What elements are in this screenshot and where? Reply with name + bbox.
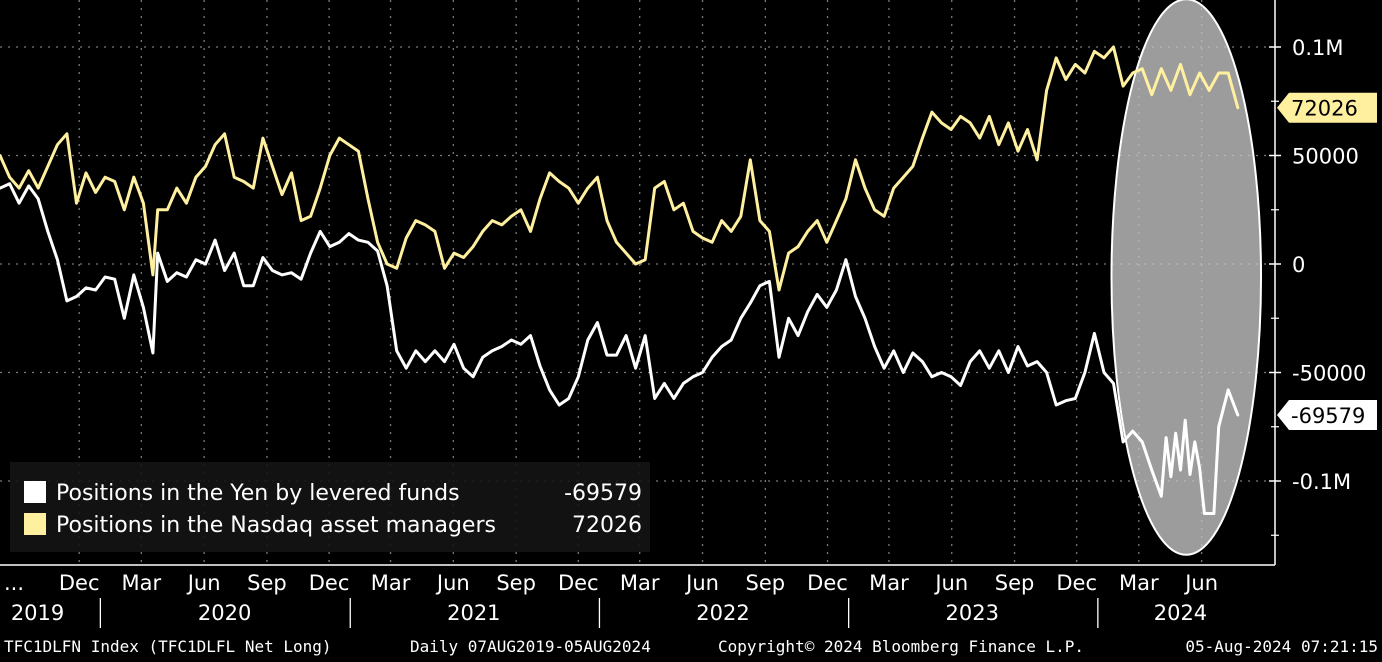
legend-series-name: Positions in the Yen by levered funds (56, 481, 460, 506)
highlight-layer (1110, 0, 1262, 556)
x-year-label: 2023 (945, 601, 998, 625)
x-year-label: 2019 (11, 601, 64, 625)
x-year-label: 2021 (447, 601, 500, 625)
last-value-tag-yen (1277, 399, 1377, 430)
axis-layer: 0.1M 50000 0 -50000 -0.1M Dec Mar Jun Sep Dec Mar J… (0, 0, 1366, 628)
y-tick-label: -50000 (1292, 362, 1366, 386)
footer-timestamp: 05-Aug-2024 07:21:15 (1185, 637, 1378, 656)
x-tick-label: Jun (186, 571, 221, 595)
last-value-label: -69579 (1291, 404, 1365, 428)
footer: TFC1DLFN Index (TFC1DLFL Net Long) Daily… (4, 637, 1378, 656)
x-leading-label: ... (4, 571, 24, 595)
x-tick-label: Dec (59, 571, 100, 595)
x-tick-label: Jun (435, 571, 470, 595)
x-tick-label: Mar (869, 571, 909, 595)
y-tick-label: 0.1M (1292, 36, 1344, 60)
footer-ticker: TFC1DLFN Index (TFC1DLFL Net Long) (4, 637, 332, 656)
last-value-tag-nasdaq (1277, 92, 1377, 123)
y-tick-label: -0.1M (1292, 470, 1351, 494)
x-tick-label: Dec (309, 571, 350, 595)
x-tick-label: Jun (933, 571, 968, 595)
x-tick-label: Mar (122, 571, 162, 595)
x-tick-label: Dec (558, 571, 599, 595)
x-year-label: 2022 (696, 601, 749, 625)
x-tick-label: Mar (371, 571, 411, 595)
legend-box (10, 462, 650, 552)
x-tick-label: Jun (1183, 571, 1218, 595)
x-tick-label: Mar (620, 571, 660, 595)
legend-swatch (24, 481, 46, 503)
series-line-yen (0, 182, 1240, 515)
x-tick-label: Sep (995, 571, 1035, 595)
x-year-label: 2024 (1154, 601, 1207, 625)
last-value-label: 72026 (1291, 97, 1358, 121)
x-year-label: 2020 (198, 601, 251, 625)
y-tick-label: 50000 (1292, 145, 1359, 169)
legend: Positions in the Yen by levered funds -69… (10, 462, 650, 552)
x-tick-label: Dec (807, 571, 848, 595)
y-tick-label: 0 (1292, 253, 1305, 277)
series-line-nasdaq (0, 45, 1240, 292)
series-layer (0, 45, 1240, 515)
x-tick-label: Sep (746, 571, 786, 595)
legend-series-value: -69579 (564, 481, 642, 506)
x-tick-label: Jun (684, 571, 719, 595)
x-tick-label: Sep (247, 571, 287, 595)
footer-copyright: Copyright© 2024 Bloomberg Finance L.P. (718, 637, 1084, 656)
legend-series-name: Positions in the Nasdaq asset managers (56, 513, 496, 538)
x-tick-label: Mar (1119, 571, 1159, 595)
legend-swatch (24, 513, 46, 535)
last-value-labels: -69579 72026 (1277, 92, 1377, 430)
legend-series-value: 72026 (572, 513, 642, 538)
x-tick-label: Sep (496, 571, 536, 595)
highlight-ellipse (1110, 0, 1262, 556)
footer-range: Daily 07AUG2019-05AUG2024 (410, 637, 651, 656)
x-tick-label: Dec (1056, 571, 1097, 595)
